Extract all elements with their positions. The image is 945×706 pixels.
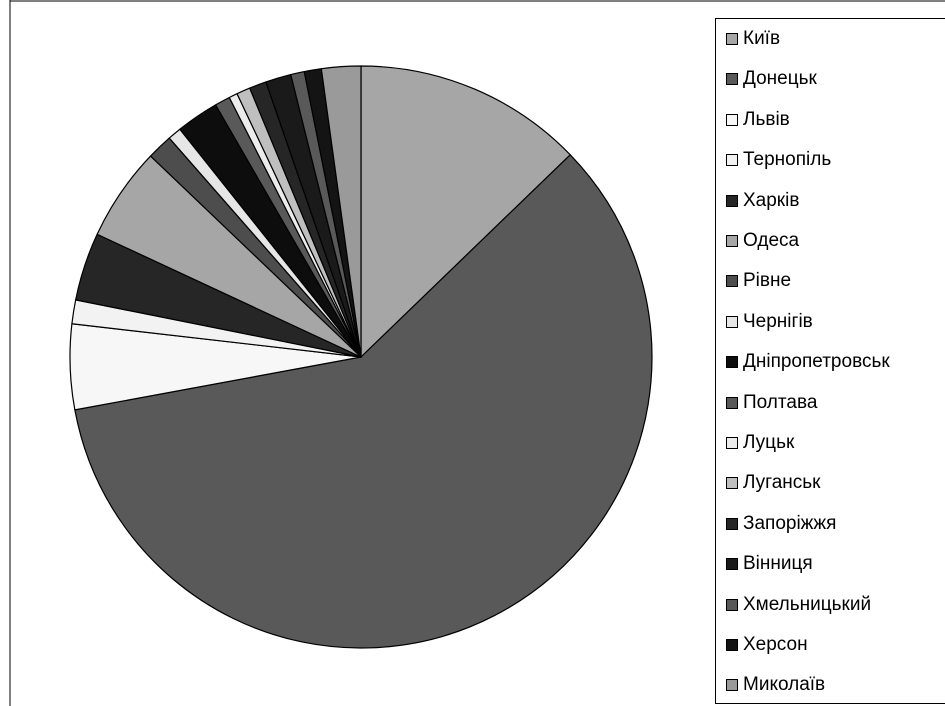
legend-swatch: [726, 154, 738, 167]
pie-slice-2: [74, 154, 653, 649]
legend-label: Дніпропетровськ: [743, 351, 890, 373]
legend-label: Київ: [743, 28, 781, 49]
legend-swatch: [726, 437, 738, 449]
legend-item: Тернопіль: [726, 148, 831, 172]
legend-label: Донецьк: [743, 68, 817, 90]
legend-item: Львів: [726, 108, 790, 132]
legend-swatch: [726, 356, 738, 369]
legend-label: Луцьк: [743, 432, 795, 453]
legend-label: Запоріжжя: [743, 512, 837, 534]
legend-swatch: [726, 275, 738, 288]
pie-slice-1: [360, 65, 571, 358]
legend-label: Львів: [743, 108, 790, 130]
legend-swatch: [726, 396, 738, 409]
legend-item: Запоріжжя: [726, 512, 836, 536]
legend-item: Одеса: [726, 229, 799, 253]
legend-item: Миколаїв: [726, 673, 825, 697]
legend-label: Рівне: [743, 270, 792, 292]
legend-item: Хмельницький: [726, 593, 871, 617]
legend-swatch: [726, 558, 738, 571]
legend-item: Рівне: [726, 269, 791, 293]
legend-swatch: [726, 33, 738, 45]
legend-swatch: [726, 679, 738, 692]
legend-swatch: [726, 113, 738, 126]
legend-swatch: [726, 73, 738, 86]
legend-label: Одеса: [743, 230, 800, 251]
legend-label: Хмельницький: [743, 593, 872, 615]
legend-item: Донецьк: [726, 67, 817, 91]
legend-item: Вінниця: [726, 552, 813, 576]
legend-item: Дніпропетровськ: [726, 350, 890, 374]
legend-label: Вінниця: [743, 553, 813, 575]
pie-slice-17: [320, 65, 362, 358]
legend-item: Херсон: [726, 633, 808, 657]
legend: Київ Донецьк Львів Тернопіль Харків Одеса Рівн…: [715, 18, 945, 704]
legend-item: Київ: [726, 27, 780, 51]
legend-item: Чернігів: [726, 310, 813, 334]
legend-label: Тернопіль: [743, 149, 832, 171]
legend-item: Полтава: [726, 391, 817, 415]
legend-item: Луцьк: [726, 431, 794, 455]
legend-label: Херсон: [743, 634, 808, 655]
legend-swatch: [726, 477, 738, 490]
pie-slices: [69, 65, 653, 649]
legend-label: Харків: [743, 189, 800, 211]
legend-label: Миколаїв: [743, 674, 826, 696]
legend-swatch: [726, 194, 738, 207]
legend-swatch: [726, 517, 738, 530]
legend-label: Полтава: [743, 391, 818, 413]
legend-label: Чернігів: [743, 310, 813, 332]
legend-item: Луганськ: [726, 471, 820, 495]
legend-swatch: [726, 639, 738, 651]
legend-swatch: [726, 235, 738, 247]
legend-label: Луганськ: [743, 472, 821, 494]
legend-swatch: [726, 315, 738, 328]
legend-item: Харків: [726, 189, 799, 213]
legend-swatch: [726, 598, 738, 611]
